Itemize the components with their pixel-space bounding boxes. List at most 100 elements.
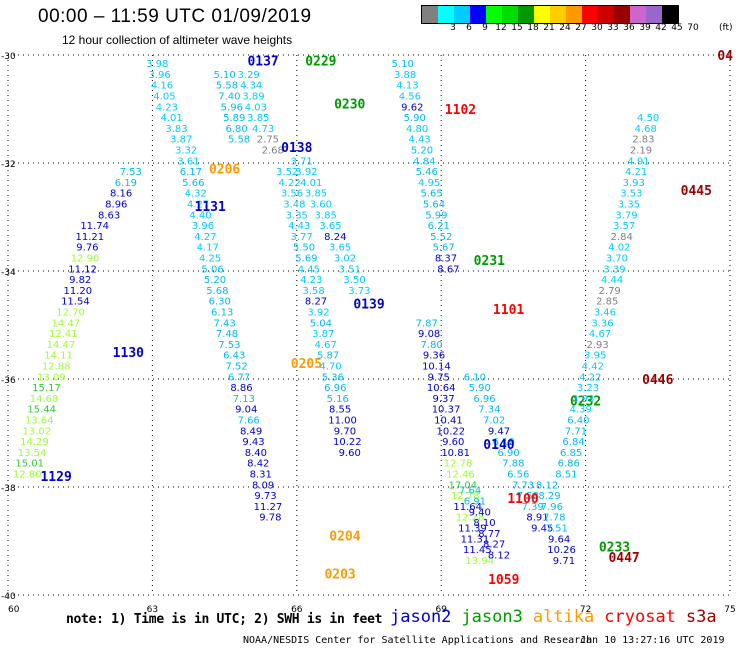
- swh-value: 3.61: [177, 156, 199, 167]
- swh-value: 8.09: [252, 480, 274, 491]
- swh-value: 8.67: [437, 264, 459, 275]
- swh-value: 11.54: [61, 297, 90, 308]
- colorbar-label: 39: [639, 23, 651, 33]
- swh-value: 5.10: [213, 70, 235, 81]
- pass-time-label: 1129: [40, 470, 71, 485]
- footer-timestamp: Jan 10 13:27:16 UTC 2019: [580, 635, 725, 646]
- pass-time-label: 0231: [474, 254, 505, 269]
- colorbar-label: 3: [450, 23, 456, 33]
- swh-value: 3.92: [307, 308, 329, 319]
- swh-value: 3.85: [247, 113, 269, 124]
- swh-value: 4.95: [418, 178, 440, 189]
- pass-time-label: 0204: [329, 530, 360, 545]
- swh-value: 6.91: [464, 497, 486, 508]
- swh-value: 8.49: [240, 426, 262, 437]
- swh-value: 3.29: [238, 70, 260, 81]
- swh-value: 14.11: [44, 351, 73, 362]
- swh-value: 9.64: [548, 534, 570, 545]
- colorbar-cell: [518, 6, 534, 23]
- swh-value: 3.56: [281, 189, 303, 200]
- swh-value: 3.95: [584, 351, 606, 362]
- y-tick-label: -38: [1, 484, 16, 494]
- swh-value: 3.02: [334, 254, 356, 265]
- swh-value: 8.77: [478, 529, 500, 540]
- colorbar-label: 30: [591, 23, 603, 33]
- y-tick-label: -36: [1, 376, 16, 386]
- x-tick-label: 72: [580, 605, 591, 615]
- swh-value: 7.52: [226, 362, 248, 373]
- swh-value: 6.90: [497, 448, 519, 459]
- swh-value: 4.32: [185, 189, 207, 200]
- swh-value: 4.13: [396, 81, 418, 92]
- swh-value: 4.70: [319, 362, 341, 373]
- swh-value: 12.46: [446, 470, 475, 481]
- swh-value: 5.90: [469, 383, 491, 394]
- swh-value: 13.02: [23, 426, 52, 437]
- colorbar-label: 33: [607, 23, 619, 33]
- colorbar-label: 36: [623, 23, 635, 33]
- swh-value: 8.55: [329, 405, 351, 416]
- colorbar-cell: [630, 6, 646, 23]
- colorbar-cell: [566, 6, 582, 23]
- swh-value: 6.19: [115, 178, 137, 189]
- y-tick-label: -32: [1, 160, 16, 170]
- colorbar-cell: [534, 6, 550, 23]
- swh-value: 11.27: [254, 502, 283, 513]
- colorbar: [421, 5, 679, 24]
- swh-value: 3.83: [165, 124, 187, 135]
- swh-value: 11.12: [68, 264, 97, 275]
- swh-value: 4.23: [156, 102, 178, 113]
- x-tick-label: 60: [8, 605, 20, 615]
- swh-value: 2.68: [262, 146, 284, 157]
- pass-time-label: 1102: [445, 103, 476, 118]
- x-tick-label: 66: [291, 605, 303, 615]
- swh-value: 4.84: [413, 156, 435, 167]
- swh-value: 12.70: [56, 308, 85, 319]
- swh-value: 7.51: [546, 524, 568, 535]
- colorbar-label: 9: [482, 23, 488, 33]
- swh-value: 15.17: [32, 383, 61, 394]
- pass-time-label: 0137: [247, 54, 278, 69]
- swh-value: 6.96: [324, 383, 346, 394]
- swh-value: 8.29: [538, 491, 560, 502]
- swh-value: 4.43: [288, 221, 310, 232]
- swh-value: 10.41: [434, 416, 463, 427]
- colorbar-label: 70: [687, 23, 699, 33]
- swh-value: 2.75: [257, 135, 279, 146]
- swh-value: 11.20: [63, 286, 92, 297]
- swh-value: 5.58: [216, 81, 238, 92]
- pass-time-label: 1101: [493, 303, 524, 318]
- swh-value: 3.88: [394, 70, 416, 81]
- swh-value: 5.36: [322, 372, 344, 383]
- swh-value: 8.31: [250, 470, 272, 481]
- swh-value: 6.30: [209, 297, 231, 308]
- colorbar-cell: [470, 6, 486, 23]
- swh-value: 7.64: [459, 486, 481, 497]
- swh-value: 14.47: [51, 318, 80, 329]
- swh-value: 12.88: [42, 362, 71, 373]
- swh-value: 8.40: [245, 448, 267, 459]
- colorbar-label: 6: [466, 23, 472, 33]
- swh-value: 5.64: [423, 200, 445, 211]
- swh-value: 8.86: [230, 383, 252, 394]
- swh-value: 4.27: [194, 232, 216, 243]
- swh-value: 6.56: [507, 470, 529, 481]
- swh-value: 8.63: [98, 210, 120, 221]
- swh-value: 4.02: [608, 243, 630, 254]
- swh-value: 4.05: [153, 92, 175, 103]
- pass-time-label: 0447: [608, 551, 639, 566]
- y-tick-label: -40: [1, 592, 16, 602]
- pass-time-label: 04: [717, 49, 733, 64]
- swh-value: 6.77: [228, 372, 250, 383]
- swh-value: 5.89: [223, 113, 245, 124]
- swh-value: 3.65: [319, 221, 341, 232]
- colorbar-cell: [646, 6, 662, 23]
- swh-value: 10.14: [422, 362, 451, 373]
- swh-value: 3.71: [290, 156, 312, 167]
- swh-value: 3.93: [572, 394, 594, 405]
- swh-value: 4.27: [187, 200, 209, 211]
- swh-value: 11.21: [76, 232, 105, 243]
- swh-value: 11.74: [80, 221, 109, 232]
- swh-value: 3.46: [594, 308, 616, 319]
- swh-value: 8.51: [555, 470, 577, 481]
